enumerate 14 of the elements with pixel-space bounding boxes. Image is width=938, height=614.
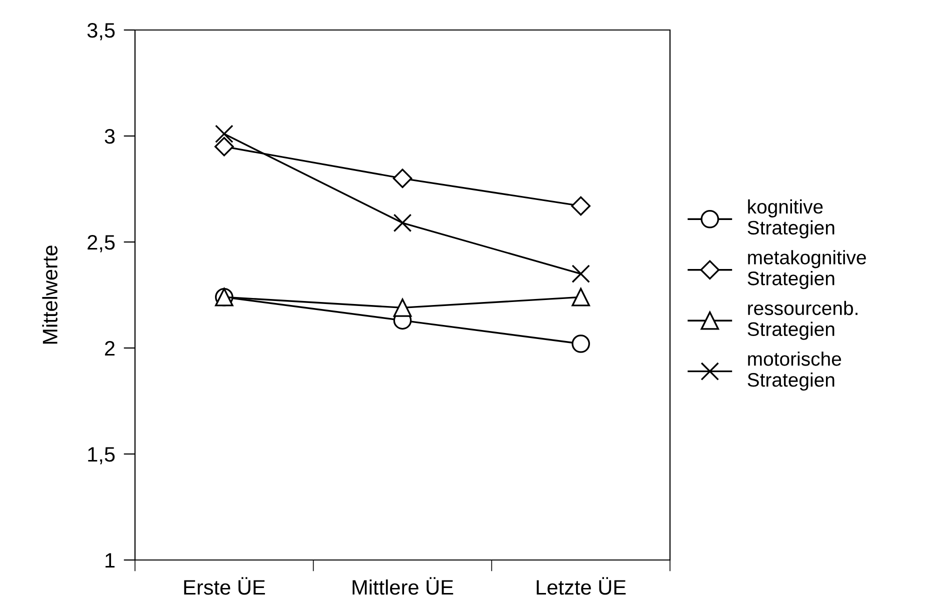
x-tick-label: Mittlere ÜE [352,577,454,595]
legend-label: ressourcenb. Strategien [748,300,858,340]
y-tick-label: 2,5 [88,235,115,252]
y-tick-label: 1 [106,553,115,568]
y-axis-title: Mittelwerte [42,246,58,344]
y-tick-label: 3,5 [87,23,115,40]
legend-label: metakognitive Strategien [748,250,866,290]
legend-label: kognitive Strategien [748,199,834,238]
y-tick-label: 3 [104,129,115,144]
x-tick-label: Letzte ÜE [536,577,626,595]
y-tick-label: 2 [105,341,115,356]
y-tick-label: 1,5 [88,447,115,464]
legend-label: motorische Strategien [748,352,842,391]
x-tick-label: Erste ÜE [184,577,265,595]
